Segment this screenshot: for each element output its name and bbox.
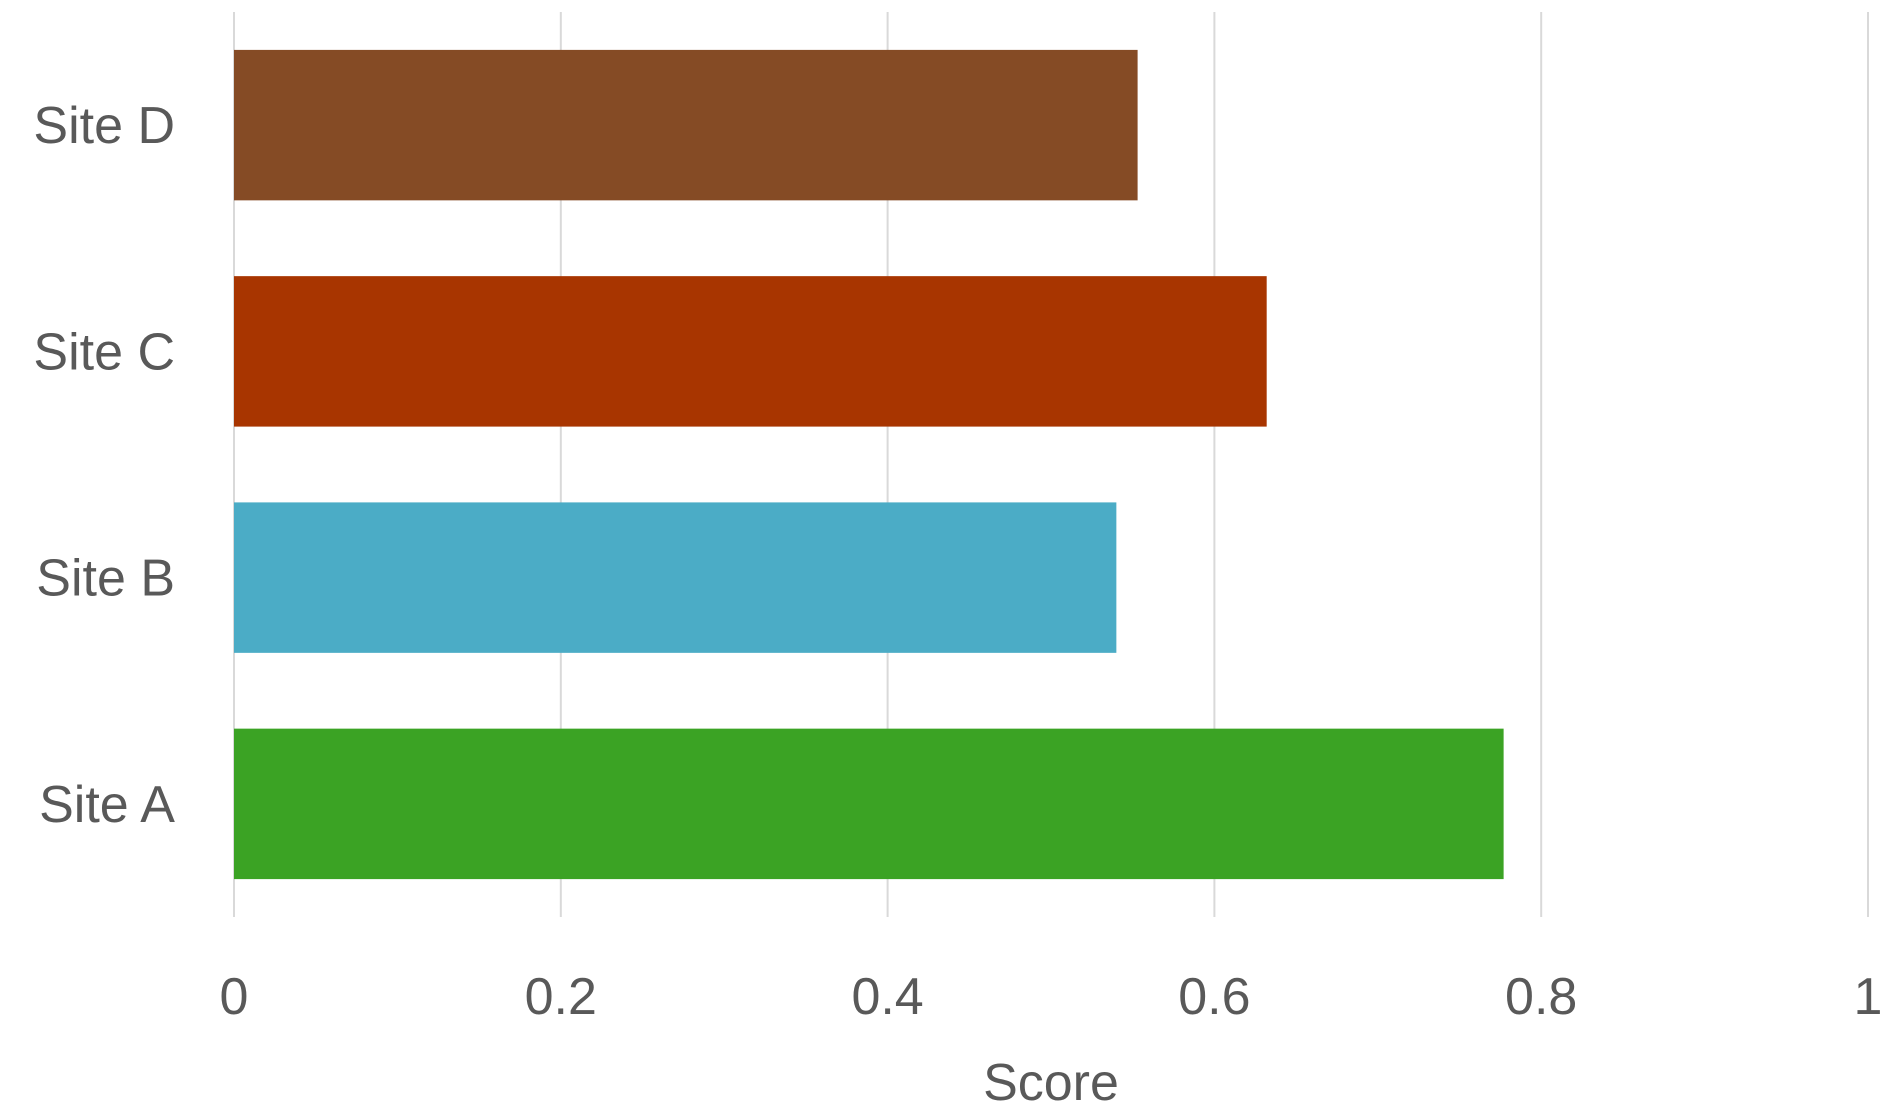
x-tick-label: 0.8: [1505, 968, 1577, 1026]
category-label: Site C: [33, 323, 175, 381]
bars: [234, 49, 1504, 880]
bar-site-d: [234, 49, 1138, 201]
x-tick-label: 0.4: [851, 968, 923, 1026]
category-label: Site B: [36, 550, 175, 608]
bar-site-b: [234, 502, 1117, 653]
x-tick-label: 1: [1854, 968, 1883, 1026]
x-tick-label: 0: [220, 968, 249, 1026]
x-tick-label: 0.6: [1178, 968, 1250, 1026]
category-label: Site A: [39, 776, 175, 834]
bar-site-c: [234, 276, 1267, 427]
x-axis-title: Score: [983, 1054, 1119, 1112]
category-label: Site D: [33, 97, 175, 155]
bar-site-a: [234, 728, 1504, 880]
x-tick-label: 0.2: [525, 968, 597, 1026]
category-labels: Site D Site C Site B Site A: [33, 97, 175, 834]
x-tick-labels: 0 0.2 0.4 0.6 0.8 1: [220, 968, 1883, 1026]
